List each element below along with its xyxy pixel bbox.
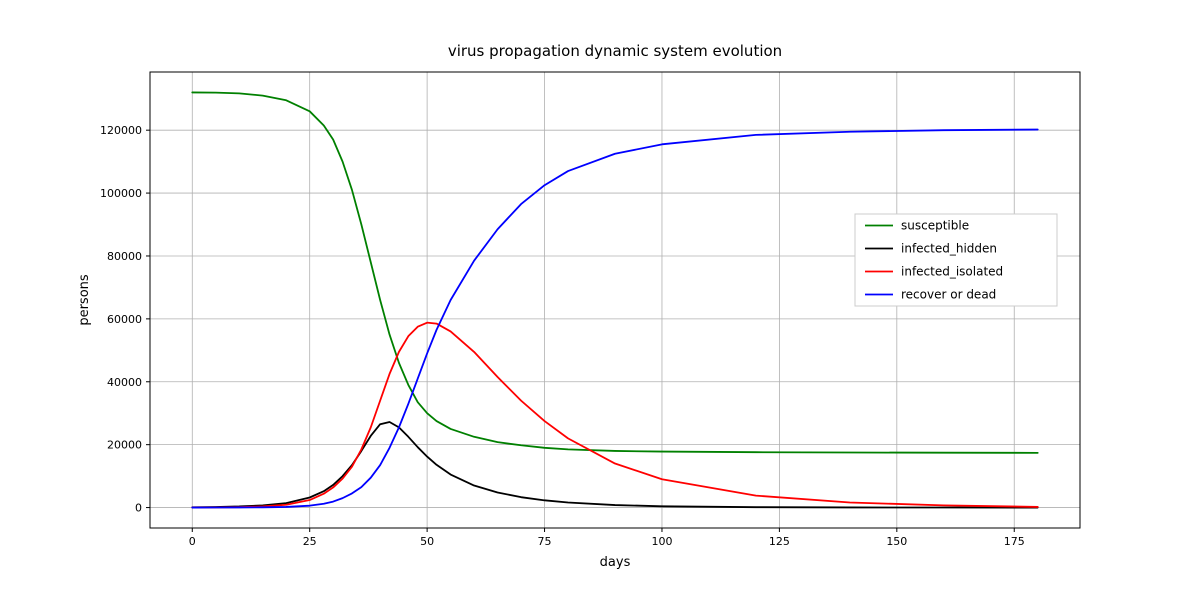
y-tick-label: 120000 [100, 124, 142, 137]
y-tick-label: 20000 [107, 439, 142, 452]
y-tick-label: 0 [135, 502, 142, 515]
x-axis-label: days [600, 555, 631, 570]
y-tick-label: 80000 [107, 250, 142, 263]
y-tick-label: 40000 [107, 376, 142, 389]
y-tick-label: 100000 [100, 187, 142, 200]
x-tick-label: 50 [420, 535, 434, 548]
x-tick-label: 25 [303, 535, 317, 548]
x-tick-label: 150 [886, 535, 907, 548]
x-tick-label: 0 [189, 535, 196, 548]
legend-label: infected_isolated [901, 265, 1003, 279]
x-tick-label: 75 [538, 535, 552, 548]
x-tick-label: 125 [769, 535, 790, 548]
x-tick-label: 100 [651, 535, 672, 548]
legend-label: susceptible [901, 219, 969, 233]
chart-svg: 0 25 50 75 100 125 150 175 0 20000 40000 60000 80000… [0, 0, 1200, 600]
virus-propagation-chart: 0 25 50 75 100 125 150 175 0 20000 40000 60000 80000… [0, 0, 1200, 600]
legend-label: infected_hidden [901, 242, 997, 256]
legend-label: recover or dead [901, 288, 996, 302]
y-axis-label: persons [77, 274, 92, 326]
chart-title: virus propagation dynamic system evoluti… [448, 42, 782, 60]
y-tick-label: 60000 [107, 313, 142, 326]
x-tick-label: 175 [1004, 535, 1025, 548]
